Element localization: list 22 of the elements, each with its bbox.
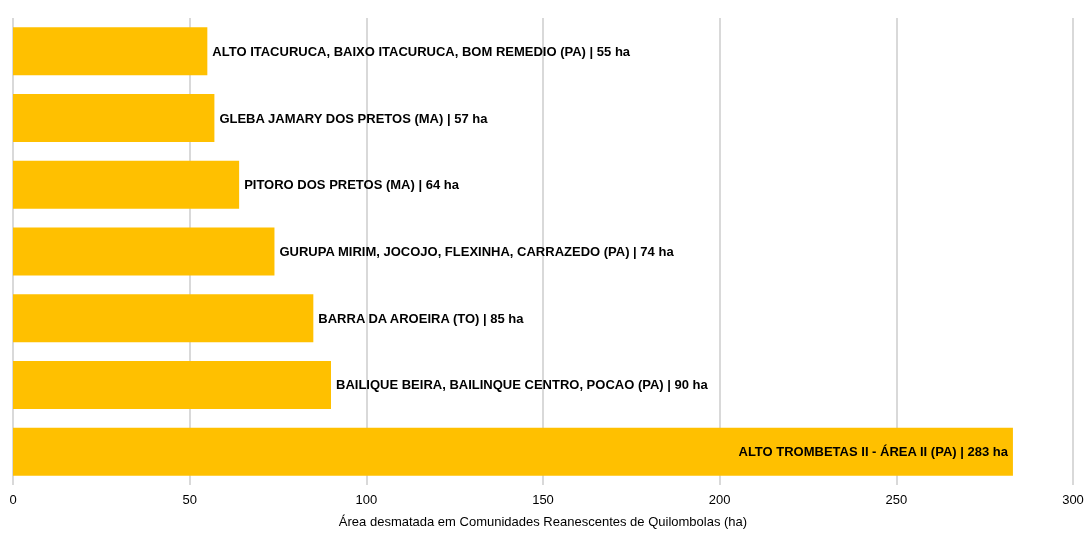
x-tick-label: 0: [9, 492, 17, 507]
bar: [13, 27, 208, 76]
bar: [13, 294, 314, 343]
x-tick-label: 250: [885, 492, 908, 507]
x-tick-label: 300: [1062, 492, 1084, 507]
x-tick-label: 200: [708, 492, 731, 507]
bar: [13, 427, 1013, 476]
data-label: GLEBA JAMARY DOS PRETOS (MA) | 57 ha: [219, 110, 489, 126]
data-label: ALTO ITACURUCA, BAIXO ITACURUCA, BOM REMEDIO (PA) | 55 ha: [212, 43, 631, 59]
bar: [13, 227, 275, 276]
data-label: PITORO DOS PRETOS (MA) | 64 ha: [244, 177, 460, 193]
bar: [13, 94, 215, 143]
data-label: BAILIQUE BEIRA, BAILINQUE CENTRO, POCAO (PA) | 90 ha: [336, 377, 709, 393]
bar: [13, 160, 240, 209]
x-axis-title: Área desmatada em Comunidades Reanescentes de Quilombolas (ha): [338, 514, 748, 529]
x-tick-label: 50: [182, 492, 197, 507]
data-label: BARRA DA AROEIRA (TO) | 85 ha: [318, 310, 525, 326]
bar: [13, 360, 331, 409]
data-label: ALTO TROMBETAS II - ÁREA II (PA) | 283 ha: [738, 444, 1009, 460]
data-label: GURUPA MIRIM, JOCOJO, FLEXINHA, CARRAZEDO (PA) | 74 ha: [279, 244, 675, 259]
x-tick-label: 150: [532, 492, 554, 507]
x-tick-label: 100: [355, 492, 378, 507]
